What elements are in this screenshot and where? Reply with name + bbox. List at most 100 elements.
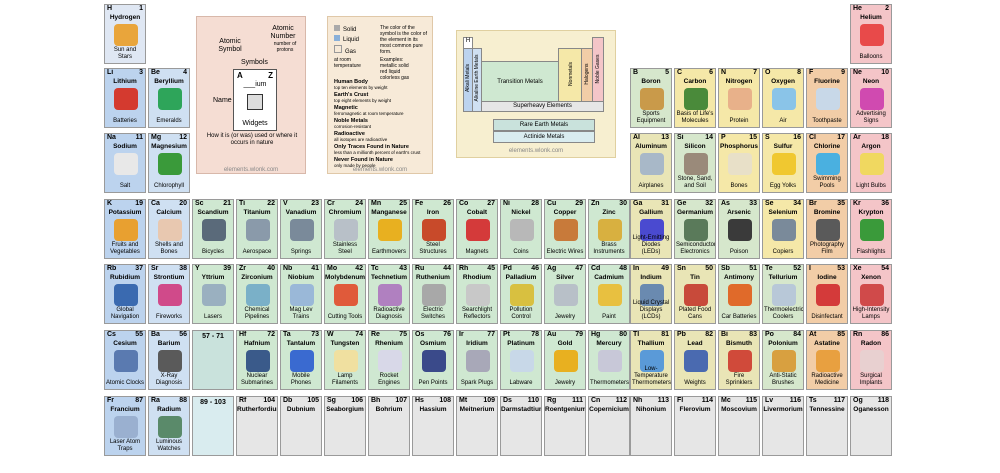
element-cell-seaborgium[interactable]: Sg 106 Seaborgium — [324, 396, 366, 456]
element-cell-krypton[interactable]: Kr 36 Krypton Flashlights — [850, 199, 892, 259]
element-cell-hafnium[interactable]: Hf 72 Hafnium Nuclear Submarines — [236, 330, 278, 390]
element-cell-meitnerium[interactable]: Mt 109 Meitnerium — [456, 396, 498, 456]
element-cell-roentgenium[interactable]: Rg 111 Roentgenium — [544, 396, 586, 456]
element-cell-oganesson[interactable]: Og 118 Oganesson — [850, 396, 892, 456]
element-cell-arsenic[interactable]: As 33 Arsenic Poison — [718, 199, 760, 259]
element-cell-technetium[interactable]: Tc 43 Technetium Radioactive Diagnosis — [368, 264, 410, 324]
element-cell-dubnium[interactable]: Db 105 Dubnium — [280, 396, 322, 456]
element-cell-cadmium[interactable]: Cd 48 Cadmium Paint — [588, 264, 630, 324]
element-cell-aluminum[interactable]: Al 13 Aluminum Airplanes — [630, 133, 672, 193]
element-cell-mercury[interactable]: Hg 80 Mercury Thermometers — [588, 330, 630, 390]
element-cell-osmium[interactable]: Os 76 Osmium Pen Points — [412, 330, 454, 390]
element-cell-xenon[interactable]: Xe 54 Xenon High-Intensity Lamps — [850, 264, 892, 324]
element-number: 105 — [307, 397, 319, 404]
lanthanide-placeholder[interactable]: 57 - 71 — [192, 330, 234, 390]
element-cell-magnesium[interactable]: Mg 12 Magnesium Chlorophyll — [148, 133, 190, 193]
mini-rare-earth: Rare Earth Metals — [493, 119, 595, 131]
element-cell-beryllium[interactable]: Be 4 Beryllium Emeralds — [148, 68, 190, 128]
element-cell-cobalt[interactable]: Co 27 Cobalt Magnets — [456, 199, 498, 259]
element-cell-argon[interactable]: Ar 18 Argon Light Bulbs — [850, 133, 892, 193]
element-cell-copper[interactable]: Cu 29 Copper Electric Wires — [544, 199, 586, 259]
element-cell-polonium[interactable]: Po 84 Polonium Anti-Static Brushes — [762, 330, 804, 390]
element-cell-silicon[interactable]: Si 14 Silicon Stone, Sand, and Soil — [674, 133, 716, 193]
element-cell-iodine[interactable]: I 53 Iodine Disinfectant — [806, 264, 848, 324]
element-illustration-icon — [598, 219, 622, 241]
element-cell-tellurium[interactable]: Te 52 Tellurium Thermoelectric Coolers — [762, 264, 804, 324]
element-cell-gold[interactable]: Au 79 Gold Jewelry — [544, 330, 586, 390]
element-cell-silver[interactable]: Ag 47 Silver Jewelry — [544, 264, 586, 324]
element-cell-gallium[interactable]: Ga 31 Gallium Light-Emitting Diodes (LEDs) — [630, 199, 672, 259]
element-cell-barium[interactable]: Ba 56 Barium X-Ray Diagnosis — [148, 330, 190, 390]
element-cell-platinum[interactable]: Pt 78 Platinum Labware — [500, 330, 542, 390]
element-cell-zirconium[interactable]: Zr 40 Zirconium Chemical Pipelines — [236, 264, 278, 324]
element-cell-potassium[interactable]: K 19 Potassium Fruits and Vegetables — [104, 199, 146, 259]
element-cell-lithium[interactable]: Li 3 Lithium Batteries — [104, 68, 146, 128]
element-cell-boron[interactable]: B 5 Boron Sports Equipment — [630, 68, 672, 128]
element-cell-sodium[interactable]: Na 11 Sodium Salt — [104, 133, 146, 193]
element-illustration-icon — [510, 284, 534, 306]
element-name: Xenon — [861, 274, 881, 281]
element-cell-astatine[interactable]: At 85 Astatine Radioactive Medicine — [806, 330, 848, 390]
element-cell-bohrium[interactable]: Bh 107 Bohrium — [368, 396, 410, 456]
element-cell-phosphorus[interactable]: P 15 Phosphorus Bones — [718, 133, 760, 193]
element-cell-molybdenum[interactable]: Mo 42 Molybdenum Cutting Tools — [324, 264, 366, 324]
element-cell-carbon[interactable]: C 6 Carbon Basis of Life's Molecules — [674, 68, 716, 128]
element-cell-fluorine[interactable]: F 9 Fluorine Toothpaste — [806, 68, 848, 128]
element-cell-zinc[interactable]: Zn 30 Zinc Brass Instruments — [588, 199, 630, 259]
element-cell-neon[interactable]: Ne 10 Neon Advertising Signs — [850, 68, 892, 128]
element-cell-scandium[interactable]: Sc 21 Scandium Bicycles — [192, 199, 234, 259]
element-cell-niobium[interactable]: Nb 41 Niobium Mag Lev Trains — [280, 264, 322, 324]
element-cell-tin[interactable]: Sn 50 Tin Plated Food Cans — [674, 264, 716, 324]
element-cell-rutherfordium[interactable]: Rf 104 Rutherfordium — [236, 396, 278, 456]
element-cell-copernicium[interactable]: Cn 112 Copernicium — [588, 396, 630, 456]
element-cell-indium[interactable]: In 49 Indium Liquid Crystal Displays (LCDs) — [630, 264, 672, 324]
element-cell-bromine[interactable]: Br 35 Bromine Photography Film — [806, 199, 848, 259]
element-cell-nitrogen[interactable]: N 7 Nitrogen Protein — [718, 68, 760, 128]
element-illustration-icon — [158, 153, 182, 175]
element-cell-palladium[interactable]: Pd 46 Palladium Pollution Control — [500, 264, 542, 324]
element-cell-chlorine[interactable]: Cl 17 Chlorine Swimming Pools — [806, 133, 848, 193]
element-name: Dubnium — [286, 406, 316, 413]
element-cell-thallium[interactable]: Tl 81 Thallium Low-Temperature Thermometers — [630, 330, 672, 390]
element-cell-francium[interactable]: Fr 87 Francium Laser Atom Traps — [104, 396, 146, 456]
element-cell-lead[interactable]: Pb 82 Lead Weights — [674, 330, 716, 390]
element-cell-moscovium[interactable]: Mc 115 Moscovium — [718, 396, 760, 456]
element-cell-strontium[interactable]: Sr 38 Strontium Fireworks — [148, 264, 190, 324]
element-cell-iridium[interactable]: Ir 77 Iridium Spark Plugs — [456, 330, 498, 390]
element-cell-nihonium[interactable]: Nh 113 Nihonium — [630, 396, 672, 456]
element-cell-sulfur[interactable]: S 16 Sulfur Egg Yolks — [762, 133, 804, 193]
element-cell-bismuth[interactable]: Bi 83 Bismuth Fire Sprinklers — [718, 330, 760, 390]
element-cell-manganese[interactable]: Mn 25 Manganese Earthmovers — [368, 199, 410, 259]
element-cell-chromium[interactable]: Cr 24 Chromium Stainless Steel — [324, 199, 366, 259]
legend-icon-desc: top ten elements by weight — [334, 85, 388, 90]
actinide-placeholder[interactable]: 89 - 103 — [192, 396, 234, 456]
element-cell-vanadium[interactable]: V 23 Vanadium Springs — [280, 199, 322, 259]
element-cell-nickel[interactable]: Ni 28 Nickel Coins — [500, 199, 542, 259]
element-cell-yttrium[interactable]: Y 39 Yttrium Lasers — [192, 264, 234, 324]
element-cell-radon[interactable]: Rn 86 Radon Surgical Implants — [850, 330, 892, 390]
element-cell-iron[interactable]: Fe 26 Iron Steel Structures — [412, 199, 454, 259]
element-cell-radium[interactable]: Ra 88 Radium Luminous Watches — [148, 396, 190, 456]
element-cell-tungsten[interactable]: W 74 Tungsten Lamp Filaments — [324, 330, 366, 390]
element-cell-rubidium[interactable]: Rb 37 Rubidium Global Navigation — [104, 264, 146, 324]
element-cell-cesium[interactable]: Cs 55 Cesium Atomic Clocks — [104, 330, 146, 390]
element-cell-flerovium[interactable]: Fl 114 Flerovium — [674, 396, 716, 456]
element-cell-rhenium[interactable]: Re 75 Rhenium Rocket Engines — [368, 330, 410, 390]
element-cell-tennessine[interactable]: Ts 117 Tennessine — [806, 396, 848, 456]
element-cell-calcium[interactable]: Ca 20 Calcium Shells and Bones — [148, 199, 190, 259]
element-cell-titanium[interactable]: Ti 22 Titanium Aerospace — [236, 199, 278, 259]
element-cell-hydrogen[interactable]: H 1 Hydrogen Sun and Stars — [104, 4, 146, 64]
element-symbol: Xe — [853, 265, 862, 272]
element-cell-tantalum[interactable]: Ta 73 Tantalum Mobile Phones — [280, 330, 322, 390]
element-cell-livermorium[interactable]: Lv 116 Livermorium — [762, 396, 804, 456]
element-cell-selenium[interactable]: Se 34 Selenium Copiers — [762, 199, 804, 259]
element-cell-germanium[interactable]: Ge 32 Germanium Semiconductor Electronics — [674, 199, 716, 259]
element-cell-darmstadtium[interactable]: Ds 110 Darmstadtium — [500, 396, 542, 456]
element-symbol: C — [677, 69, 683, 76]
element-cell-ruthenium[interactable]: Ru 44 Ruthenium Electric Switches — [412, 264, 454, 324]
element-cell-antimony[interactable]: Sb 51 Antimony Car Batteries — [718, 264, 760, 324]
element-cell-rhodium[interactable]: Rh 45 Rhodium Searchlight Reflectors — [456, 264, 498, 324]
element-cell-oxygen[interactable]: O 8 Oxygen Air — [762, 68, 804, 128]
element-cell-helium[interactable]: He 2 Helium Balloons — [850, 4, 892, 64]
element-cell-hassium[interactable]: Hs 108 Hassium — [412, 396, 454, 456]
